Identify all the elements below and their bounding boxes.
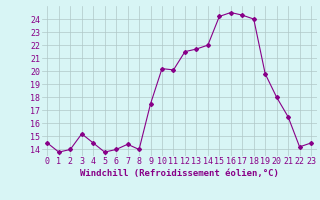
X-axis label: Windchill (Refroidissement éolien,°C): Windchill (Refroidissement éolien,°C) bbox=[80, 169, 279, 178]
